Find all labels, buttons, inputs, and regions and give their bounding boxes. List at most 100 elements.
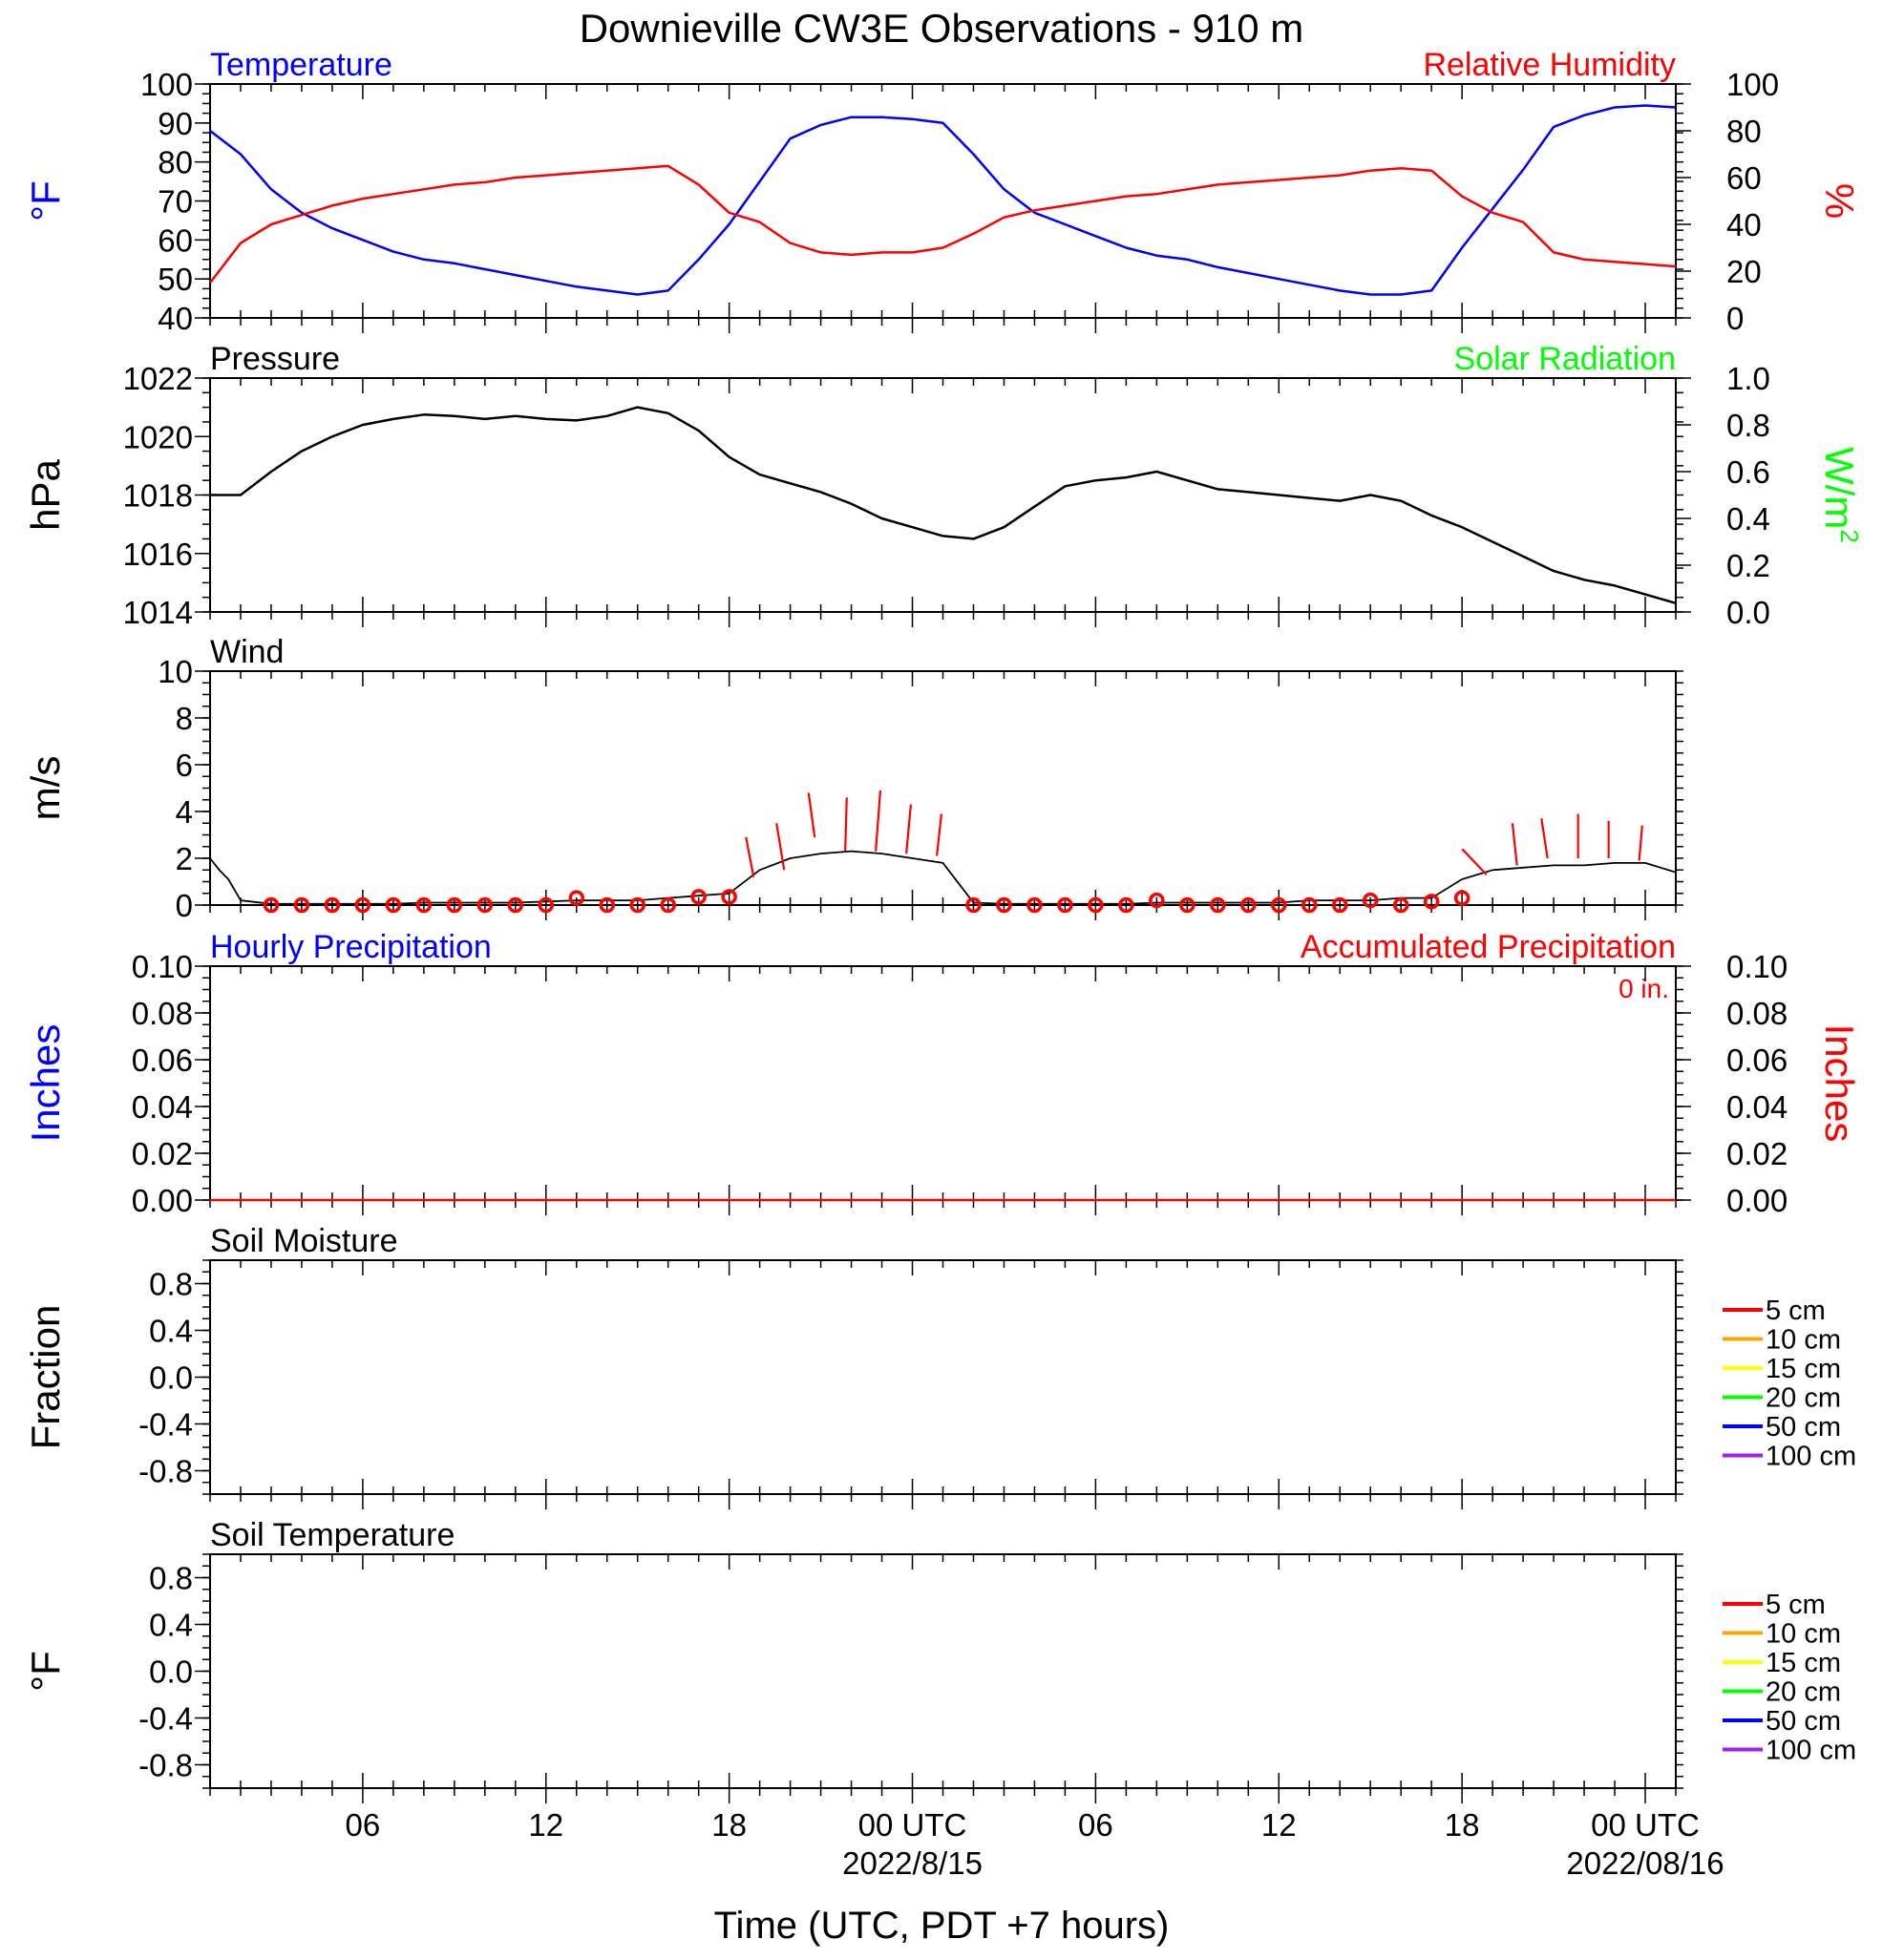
y-axis-label: °F (23, 180, 68, 221)
y-tick-label-right: 80 (1726, 114, 1762, 149)
y-tick-label: 2 (176, 841, 193, 876)
wind-gust-marker (1392, 896, 1409, 914)
plot-frame (209, 1259, 1677, 1495)
y-axis-label-right: % (1817, 183, 1862, 219)
series-line-temperature-humidity-0 (209, 104, 1677, 296)
series-line-temperature-humidity-1 (209, 164, 1677, 285)
x-tick-label: 06 (346, 1807, 381, 1843)
wind-gust-marker (354, 896, 371, 914)
y-tick-label: 90 (158, 106, 193, 141)
wind-gust-marker (263, 896, 280, 914)
wind-barb (875, 790, 882, 852)
wind-gust-marker (1057, 896, 1073, 914)
panel-soil-moisture: -0.8 -0.4 0.0 0.4 0.8 Soil Moisture Fraction 5 … (23, 1223, 1856, 1509)
wind-barb (844, 797, 848, 852)
panel-title: Soil Moisture (210, 1223, 398, 1259)
y-tick-label: 1020 (123, 419, 193, 454)
wind-gust-marker (721, 889, 737, 905)
wind-barb (905, 804, 913, 854)
plot-frame (209, 670, 1677, 906)
y-tick-label-right: 0.2 (1726, 548, 1770, 583)
panel-precipitation: 0.00 0.02 0.04 0.06 0.08 0.10 0.00 0.02 0.04 0.06… (23, 929, 1862, 1218)
wind-barb (745, 836, 755, 877)
y-tick-label-right: 20 (1726, 254, 1762, 289)
y-tick-label: 6 (176, 748, 193, 783)
wind-gust-marker (568, 890, 584, 906)
wind-barb (936, 813, 942, 856)
wind-gust-marker (1118, 896, 1134, 914)
wind-barb (775, 823, 786, 871)
wind-gust-marker (1088, 896, 1104, 914)
y-tick-label: 60 (158, 222, 193, 258)
plot-frame (209, 377, 1677, 613)
x-tick-label: 12 (1261, 1807, 1297, 1843)
panel-title: Temperature (210, 47, 392, 83)
legend-label: 10 cm (1766, 1325, 1841, 1356)
panel-wind: 0 2 4 6 8 10 Wind m/s (23, 634, 1683, 923)
wind-gust-marker (446, 896, 463, 914)
y-tick-label-right: 0.02 (1726, 1136, 1788, 1171)
x-tick-sublabel: 2022/8/15 (842, 1845, 983, 1881)
wind-gust-marker (324, 896, 341, 914)
wind-barb (1540, 818, 1549, 859)
y-tick-label: 70 (158, 184, 193, 220)
y-axis-label: m/s (23, 756, 68, 821)
legend-label: 10 cm (1766, 1619, 1841, 1650)
wind-gust-marker (1179, 896, 1195, 914)
panel-title-right: Relative Humidity (1423, 47, 1676, 83)
y-tick-label: 0.10 (132, 949, 193, 984)
legend-label: 5 cm (1766, 1296, 1826, 1326)
y-tick-label: 0.8 (149, 1267, 193, 1302)
x-tick-label: 00 UTC (1591, 1807, 1700, 1843)
y-tick-label-right: 0.10 (1726, 949, 1788, 984)
wind-gust-marker (1423, 894, 1440, 910)
y-tick-label: 1016 (123, 537, 193, 572)
wind-gust-marker (1271, 896, 1287, 914)
y-axis-label-right: Inches (1817, 1024, 1862, 1143)
wind-gust-marker (1026, 896, 1043, 914)
panel-title-right: Solar Radiation (1454, 341, 1676, 377)
figure-title: Downieville CW3E Observations - 910 m (580, 6, 1304, 51)
wind-gust-marker (1149, 892, 1165, 909)
y-tick-label: 40 (158, 301, 193, 336)
y-axis-label: hPa (23, 458, 68, 530)
wind-gust-marker (965, 896, 982, 914)
x-axis-label: Time (UTC, PDT +7 hours) (714, 1905, 1170, 1947)
wind-gust-marker (538, 896, 555, 914)
y-tick-label: 0.0 (149, 1360, 193, 1396)
wind-gust-marker (629, 896, 645, 914)
y-tick-label: -0.8 (138, 1454, 193, 1489)
y-tick-label-right: 60 (1726, 160, 1762, 196)
y-axis-label-right: W/m2 (1817, 447, 1864, 543)
x-tick-label: 06 (1078, 1807, 1113, 1843)
y-tick-label: 0.04 (132, 1089, 193, 1125)
y-tick-label-right: 0.6 (1726, 454, 1770, 490)
panel-pressure-solar: 1014 1016 1018 1020 1022 0.0 0.2 0.4 0.6 0.8 1.0 Pr… (23, 341, 1864, 630)
wind-gust-marker (1240, 896, 1257, 914)
panel-title-right: Accumulated Precipitation (1301, 929, 1676, 965)
y-tick-label: 0.4 (149, 1608, 193, 1643)
y-tick-label-right: 1.0 (1726, 361, 1770, 396)
y-tick-label: -0.8 (138, 1748, 193, 1783)
wind-barb (1638, 825, 1643, 861)
y-tick-label: 1022 (123, 361, 193, 396)
y-tick-label: 4 (176, 794, 193, 830)
y-tick-label-right: 0.00 (1726, 1183, 1788, 1218)
wind-gust-marker (599, 896, 615, 914)
legend-label: 50 cm (1766, 1706, 1841, 1737)
y-tick-label: 10 (158, 654, 193, 689)
y-tick-label: 50 (158, 262, 193, 297)
wind-gust-marker (1301, 896, 1318, 914)
legend-label: 50 cm (1766, 1412, 1841, 1443)
wind-gust-marker (1453, 890, 1470, 906)
legend-label: 15 cm (1766, 1354, 1841, 1384)
legend-label: 20 cm (1766, 1677, 1841, 1708)
legend-label: 100 cm (1766, 1442, 1856, 1472)
y-axis-label: °F (23, 1651, 68, 1691)
y-tick-label-right: 0.0 (1726, 595, 1770, 630)
legend-label: 20 cm (1766, 1383, 1841, 1414)
wind-gust-marker (293, 896, 310, 914)
